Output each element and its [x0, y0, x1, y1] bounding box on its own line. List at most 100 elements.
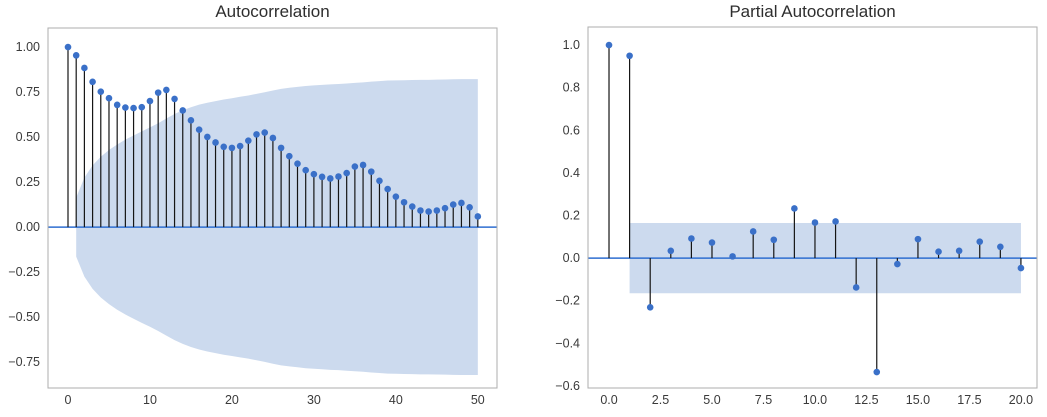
y-tick-label: 0.25	[16, 175, 40, 189]
data-point	[294, 160, 301, 168]
data-point	[236, 142, 244, 150]
y-tick-label: −0.2	[555, 294, 580, 308]
data-point	[376, 177, 383, 185]
data-point	[646, 303, 654, 311]
y-tick-labels: 1.00 0.75 0.50 0.25 0.00 −0.25 −0.50 −0.75	[8, 40, 40, 369]
data-point	[605, 41, 613, 49]
data-point	[286, 152, 293, 160]
data-point	[935, 248, 942, 255]
data-point	[441, 204, 449, 212]
data-point	[458, 199, 465, 207]
data-point	[220, 143, 228, 151]
x-tick-label: 12.5	[854, 393, 878, 407]
data-point	[626, 52, 633, 60]
y-tick-label: 0.50	[16, 130, 40, 144]
data-point	[335, 173, 342, 180]
data-point	[667, 247, 675, 255]
data-point	[228, 144, 236, 152]
data-point	[729, 253, 736, 260]
x-tick-labels: 0 10 20 30 40 50	[65, 393, 485, 407]
acf-chart: 1.00 0.75 0.50 0.25 0.00 −0.25 −0.50 −0.75 0 10 20…	[8, 27, 498, 407]
x-tick-label: 15.0	[906, 393, 930, 407]
x-tick-label: 0.0	[600, 393, 617, 407]
plot-frame	[587, 26, 1038, 389]
data-point	[351, 163, 359, 170]
data-point	[138, 103, 146, 111]
y-tick-label: 1.0	[563, 38, 580, 52]
data-point	[130, 104, 137, 112]
x-tick-label: 30	[307, 393, 321, 407]
x-tick-label: 10.0	[803, 393, 827, 407]
data-point	[466, 203, 473, 211]
y-tick-label: 0.6	[563, 123, 580, 137]
data-point	[326, 175, 334, 182]
data-point	[171, 95, 178, 103]
data-point	[708, 239, 716, 246]
data-point	[433, 207, 441, 214]
x-tick-label: 40	[389, 393, 403, 407]
y-tick-label: 0.4	[563, 166, 580, 180]
data-point	[343, 169, 350, 177]
data-point	[269, 134, 277, 142]
data-point	[873, 368, 881, 376]
data-point	[64, 43, 72, 51]
y-tick-labels: 1.0 0.8 0.6 0.4 0.2 0.0 −0.2 −0.4 −0.6	[555, 38, 580, 393]
y-tick-label: 0.2	[563, 208, 580, 222]
data-point	[187, 117, 195, 124]
data-point	[688, 235, 695, 242]
y-tick-label: 0.75	[16, 85, 40, 99]
stems	[605, 41, 1025, 376]
data-point	[113, 101, 121, 109]
y-tick-label: −0.50	[8, 310, 40, 324]
x-tick-label: 0	[65, 393, 72, 407]
data-point	[474, 213, 482, 220]
data-point	[852, 284, 860, 291]
data-point	[81, 64, 88, 72]
data-point	[204, 133, 211, 141]
x-tick-label: 20.0	[1009, 393, 1033, 407]
data-point	[417, 207, 424, 214]
x-tick-label: 7.5	[755, 393, 772, 407]
data-point	[89, 78, 96, 86]
y-tick-label: 1.00	[16, 40, 40, 54]
x-tick-label: 2.5	[652, 393, 669, 407]
x-tick-label: 50	[471, 393, 485, 407]
y-tick-label: 0.8	[563, 81, 580, 95]
x-tick-label: 5.0	[703, 393, 720, 407]
data-point	[261, 129, 269, 136]
data-point	[359, 161, 367, 169]
data-point	[122, 104, 129, 111]
x-tick-label: 17.5	[957, 393, 981, 407]
data-point	[749, 228, 757, 235]
x-tick-label: 10	[143, 393, 157, 407]
data-point	[277, 144, 285, 152]
x-tick-label: 20	[225, 393, 239, 407]
data-point	[154, 89, 162, 96]
data-point	[253, 131, 260, 138]
data-point	[832, 218, 839, 225]
data-point	[914, 235, 922, 243]
y-tick-label: −0.4	[555, 336, 580, 350]
data-point	[318, 173, 326, 181]
pacf-chart: 1.0 0.8 0.6 0.4 0.2 0.0 −0.2 −0.4 −0.6 0.0 2.5 5.0 7…	[555, 26, 1038, 407]
data-point	[179, 107, 187, 114]
data-point	[1017, 264, 1025, 272]
y-tick-label: −0.6	[555, 379, 580, 393]
data-point	[195, 126, 203, 133]
data-point	[408, 203, 416, 210]
data-point	[105, 94, 113, 102]
data-point	[72, 52, 80, 59]
data-point	[400, 198, 408, 206]
data-point	[392, 193, 400, 200]
data-point	[955, 247, 963, 255]
data-point	[791, 205, 798, 212]
data-point	[384, 185, 391, 193]
stems	[64, 43, 482, 228]
data-point	[302, 166, 309, 174]
pacf-title: Partial Autocorrelation	[729, 2, 896, 21]
x-tick-labels: 0.0 2.5 5.0 7.5 10.0 12.5 15.0 17.5 20.0	[600, 393, 1033, 407]
data-point	[449, 201, 457, 208]
y-tick-label: −0.75	[8, 355, 40, 369]
